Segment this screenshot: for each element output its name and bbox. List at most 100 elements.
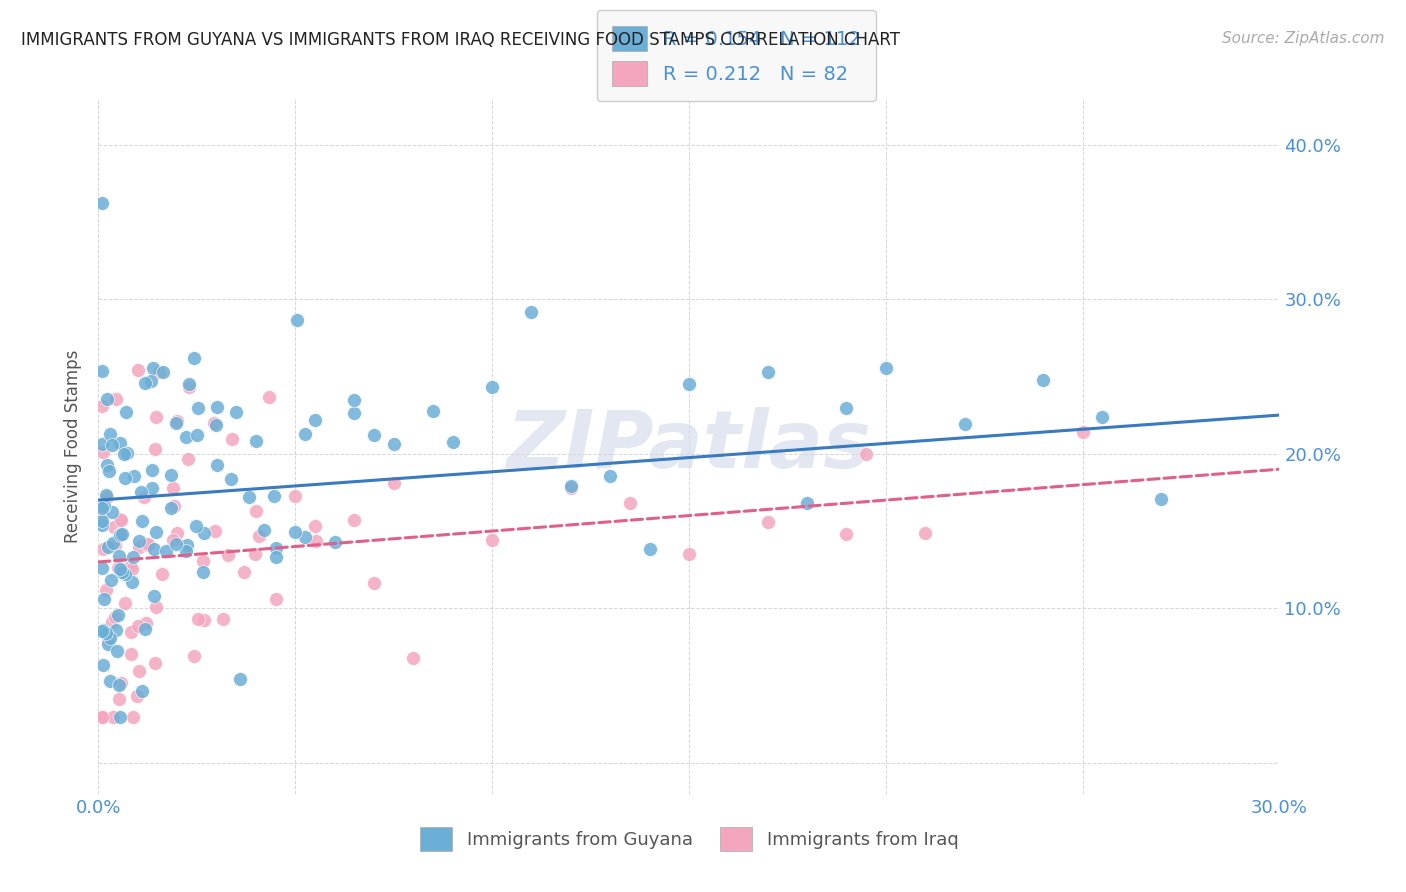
Point (193, 526, 215, 541)
Point (105, 643, 128, 657)
Point (136, 536, 159, 550)
Point (225, 405, 247, 419)
Point (1150, 491, 1173, 506)
Point (145, 600, 167, 615)
Point (212, 612, 235, 626)
Point (205, 458, 228, 473)
Point (1032, 373, 1054, 387)
Point (678, 547, 700, 561)
Point (120, 625, 142, 640)
Point (221, 433, 243, 447)
Point (91, 507, 114, 521)
Point (143, 590, 166, 604)
Point (135, 615, 157, 630)
Point (100, 438, 122, 452)
Point (232, 565, 254, 579)
Point (104, 538, 127, 552)
Point (114, 596, 136, 610)
Point (294, 427, 316, 442)
Point (152, 365, 174, 379)
Point (121, 574, 143, 589)
Point (174, 430, 197, 444)
Point (166, 525, 188, 540)
Point (98, 464, 121, 478)
Point (93, 500, 115, 514)
Y-axis label: Receiving Food Stamps: Receiving Food Stamps (65, 350, 83, 542)
Point (205, 417, 228, 432)
Point (520, 305, 543, 319)
Point (122, 709, 145, 723)
Point (560, 479, 582, 493)
Point (141, 481, 163, 495)
Point (165, 536, 187, 550)
Point (193, 613, 215, 627)
Point (179, 376, 201, 391)
Point (131, 514, 153, 528)
Point (110, 676, 132, 690)
Point (94, 625, 117, 640)
Point (91, 561, 114, 575)
Point (108, 549, 131, 563)
Point (97, 540, 120, 554)
Point (382, 437, 405, 451)
Point (96, 392, 118, 406)
Point (121, 549, 143, 564)
Point (264, 550, 287, 565)
Point (599, 469, 621, 483)
Point (101, 536, 124, 550)
Point (914, 526, 936, 541)
Point (191, 554, 214, 568)
Point (91, 624, 114, 638)
Point (128, 664, 150, 678)
Point (835, 401, 858, 415)
Point (115, 405, 138, 419)
Point (114, 447, 136, 461)
Point (187, 401, 209, 415)
Point (110, 526, 132, 541)
Point (134, 623, 156, 637)
Point (101, 709, 124, 723)
Point (756, 365, 779, 379)
Point (402, 651, 425, 665)
Point (202, 417, 225, 431)
Point (103, 519, 125, 533)
Point (343, 406, 366, 420)
Point (107, 608, 129, 623)
Point (127, 619, 149, 633)
Point (100, 615, 122, 629)
Point (105, 624, 128, 638)
Point (221, 472, 243, 486)
Point (875, 361, 897, 376)
Point (111, 565, 134, 579)
Point (174, 544, 197, 558)
Point (141, 374, 163, 388)
Point (110, 562, 132, 576)
Point (120, 647, 142, 661)
Point (323, 535, 346, 549)
Point (264, 541, 287, 556)
Text: IMMIGRANTS FROM GUYANA VS IMMIGRANTS FROM IRAQ RECEIVING FOOD STAMPS CORRELATION: IMMIGRANTS FROM GUYANA VS IMMIGRANTS FRO… (21, 31, 900, 49)
Point (205, 400, 228, 414)
Point (678, 376, 700, 391)
Point (1071, 425, 1094, 439)
Point (243, 547, 266, 561)
Point (110, 513, 132, 527)
Point (382, 476, 405, 491)
Point (163, 499, 186, 513)
Point (96, 490, 118, 504)
Point (91, 364, 114, 378)
Point (108, 709, 131, 723)
Point (245, 434, 267, 449)
Point (263, 489, 285, 503)
Point (257, 391, 280, 405)
Point (284, 525, 307, 540)
Point (96, 458, 118, 472)
Point (165, 416, 187, 430)
Point (100, 505, 122, 519)
Point (363, 427, 385, 442)
Point (128, 534, 150, 549)
Point (91, 445, 114, 459)
Point (160, 501, 183, 516)
Point (155, 544, 177, 558)
Point (150, 566, 173, 581)
